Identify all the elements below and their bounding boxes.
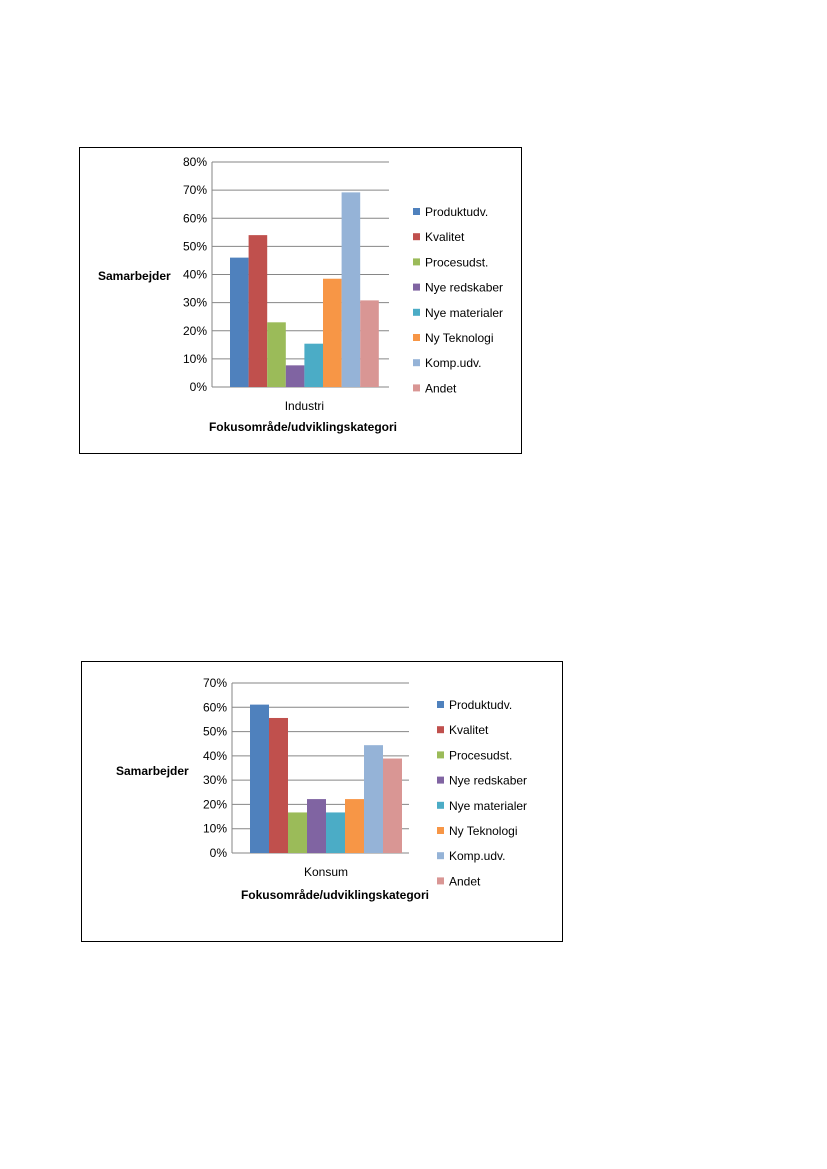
y-tick-label: 30%	[203, 773, 227, 787]
y-tick-label: 40%	[183, 268, 207, 282]
y-tick-label: 0%	[210, 846, 228, 860]
legend-label-nye-materialer: Nye materialer	[425, 306, 503, 320]
bar-ny-teknologi	[345, 799, 364, 853]
legend-swatch-nye-redskaber	[437, 776, 444, 784]
legend-swatch-ny-teknologi	[437, 827, 444, 834]
legend-label-nye-materialer: Nye materialer	[449, 799, 527, 813]
legend-label-produktudv: Produktudv.	[449, 698, 512, 712]
x-axis-title: Fokusområde/udviklingskategori	[209, 420, 397, 434]
legend-label-procesudst: Procesudst.	[449, 748, 512, 762]
y-axis-title: Samarbejder	[116, 764, 189, 778]
legend-label-nye-redskaber: Nye redskaber	[425, 281, 503, 295]
y-tick-label: 0%	[190, 380, 208, 394]
legend-label-kvalitet: Kvalitet	[449, 723, 489, 737]
bar-procesudst	[267, 322, 286, 387]
legend-label-nye-redskaber: Nye redskaber	[449, 774, 527, 788]
konsum-chart-svg: 0% 10% 20% 30% 40% 50% 60% 70% Konsum Fokusområde…	[116, 676, 527, 902]
y-tick-label: 10%	[203, 822, 227, 836]
bar-andet	[360, 300, 379, 387]
legend-label-kvalitet: Kvalitet	[425, 230, 465, 244]
legend-label-andet: Andet	[449, 874, 481, 888]
bar-procesudst	[288, 812, 307, 853]
y-tick-label: 80%	[183, 155, 207, 169]
legend-swatch-procesudst	[413, 258, 420, 266]
y-tick-label: 60%	[183, 211, 207, 225]
x-category-label: Konsum	[304, 865, 348, 879]
legend-label-komp-udv: Komp.udv.	[449, 849, 505, 863]
legend-label-ny-teknologi: Ny Teknologi	[425, 331, 493, 345]
industri-chart: 0% 10% 20% 30% 40% 50% 60% 70% 80% Industri Fokuso…	[79, 147, 522, 454]
y-tick-label: 50%	[183, 239, 207, 253]
y-axis-title: Samarbejder	[98, 269, 171, 283]
y-tick-label: 50%	[203, 725, 227, 739]
bar-produktudv	[230, 257, 249, 387]
bar-nye-redskaber	[307, 799, 326, 853]
bar-nye-materialer	[326, 812, 345, 853]
legend-swatch-nye-materialer	[413, 308, 420, 316]
bar-nye-redskaber	[285, 365, 305, 387]
y-tick-label: 30%	[183, 296, 207, 310]
legend-swatch-andet	[437, 877, 444, 885]
x-axis-title: Fokusområde/udviklingskategori	[241, 888, 429, 902]
legend-swatch-procesudst	[437, 751, 444, 759]
legend-swatch-komp-udv	[413, 359, 420, 367]
y-tick-label: 70%	[183, 183, 207, 197]
bar-ny-teknologi	[323, 278, 342, 387]
bar-komp-udv	[341, 192, 361, 387]
y-tick-label: 60%	[203, 700, 227, 714]
konsum-chart: 0% 10% 20% 30% 40% 50% 60% 70% Konsum Fokusområde…	[81, 661, 563, 942]
y-tick-label: 70%	[203, 676, 227, 690]
legend-label-procesudst: Procesudst.	[425, 255, 488, 269]
bar-produktudv	[250, 704, 269, 853]
bar-nye-materialer	[304, 343, 323, 387]
legend-label-komp-udv: Komp.udv.	[425, 356, 481, 370]
legend-swatch-nye-redskaber	[413, 283, 420, 291]
bar-kvalitet	[269, 717, 288, 853]
x-category-label: Industri	[285, 399, 324, 413]
legend-swatch-kvalitet	[413, 233, 420, 241]
legend-swatch-produktudv	[413, 208, 420, 215]
legend-swatch-produktudv	[437, 701, 444, 708]
y-tick-label: 20%	[183, 324, 207, 338]
y-tick-label: 40%	[203, 749, 227, 763]
legend-label-ny-teknologi: Ny Teknologi	[449, 824, 517, 838]
bar-andet	[383, 758, 402, 853]
industri-chart-svg: 0% 10% 20% 30% 40% 50% 60% 70% 80% Industri Fokuso…	[98, 155, 503, 434]
legend-label-produktudv: Produktudv.	[425, 205, 488, 219]
legend-swatch-nye-materialer	[437, 801, 444, 809]
y-tick-label: 10%	[183, 352, 207, 366]
bar-kvalitet	[248, 235, 268, 387]
bar-komp-udv	[364, 745, 383, 853]
y-tick-label: 20%	[203, 797, 227, 811]
legend-swatch-komp-udv	[437, 852, 444, 860]
legend-swatch-ny-teknologi	[413, 334, 420, 341]
legend-label-andet: Andet	[425, 381, 457, 395]
legend-swatch-kvalitet	[437, 726, 444, 734]
legend-swatch-andet	[413, 384, 420, 392]
